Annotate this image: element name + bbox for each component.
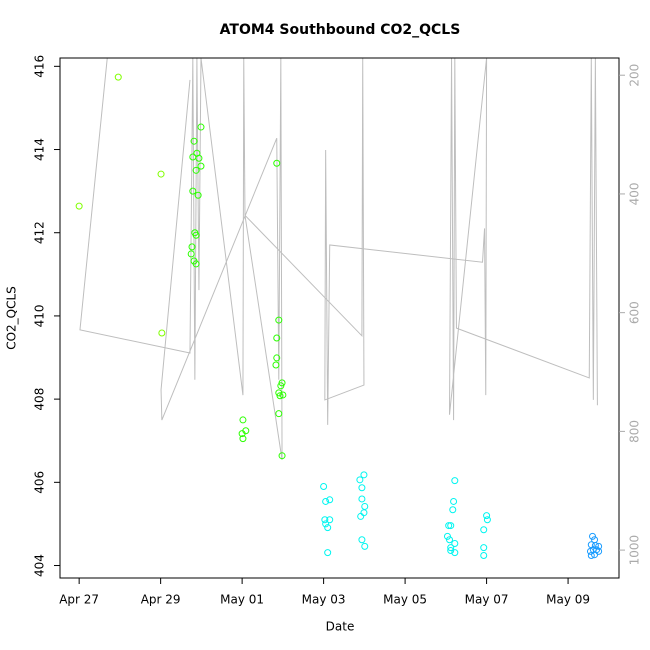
data-point [321,516,329,524]
data-point [322,520,330,528]
y-tick-label: 412 [33,221,47,244]
y-tick-label: 410 [33,304,47,327]
data-point [451,549,459,557]
y-axis-label: CO2_QCLS [5,286,19,350]
y-tick-label: 404 [33,554,47,577]
data-point [591,551,599,559]
data-point [279,391,287,399]
y2-tick-label: 600 [628,301,642,324]
data-point [157,170,165,178]
data-point [480,526,488,534]
data-point [275,410,283,418]
data-point [324,524,332,532]
data-point [447,544,455,552]
y2-tick-label: 1000 [628,535,642,566]
data-point [450,497,458,505]
data-point [322,497,330,505]
data-point [275,316,283,324]
chart-title: ATOM4 Southbound CO2_QCLS [220,22,461,38]
data-point [273,159,281,167]
x-tick-label: Apr 27 [59,593,99,607]
data-point [591,542,599,550]
x-tick-label: May 03 [302,593,346,607]
data-point [326,496,334,504]
data-point [447,547,455,555]
data-point [357,512,365,520]
data-point [447,522,455,530]
x-tick-label: Apr 29 [141,593,181,607]
data-point [324,549,332,557]
data-point [276,392,284,400]
data-point [361,542,369,550]
data-point [587,552,595,560]
data-point [360,509,368,517]
data-point [449,506,457,514]
y-tick-label: 406 [33,471,47,494]
x-tick-label: May 05 [383,593,427,607]
data-point [451,477,459,485]
data-point [189,187,197,195]
y-tick-label: 416 [33,55,47,78]
data-point [197,162,205,170]
y2-tick-label: 200 [628,64,642,87]
data-point [187,250,195,258]
data-point [356,476,364,484]
data-point [358,495,366,503]
x-tick-label: May 09 [546,593,590,607]
data-point [188,243,196,251]
data-point [197,123,205,131]
data-point [361,502,369,510]
data-point [195,154,203,162]
x-tick-label: May 07 [465,593,509,607]
data-point [114,73,122,81]
data-point [360,471,368,479]
data-point [158,329,166,337]
data-point [273,334,281,342]
data-point [75,202,83,210]
data-point [192,166,200,174]
y-tick-label: 414 [33,138,47,161]
data-point [358,536,366,544]
data-point [273,354,281,362]
data-point [192,260,200,268]
data-point [238,430,246,438]
data-point [194,191,202,199]
plot-area [75,58,603,560]
data-point [277,382,285,390]
data-point [278,452,286,460]
data-point [451,539,459,547]
data-point [446,536,454,544]
profile-line [79,58,598,460]
data-point [239,435,247,443]
data-point [480,544,488,552]
x-tick-label: May 01 [220,593,264,607]
data-point [239,416,247,424]
data-point [358,484,366,492]
data-point [192,231,200,239]
data-point [483,512,491,520]
data-point [190,137,198,145]
x-axis-label: Date [326,620,355,634]
data-point [272,361,280,369]
data-point [480,552,488,560]
data-point [483,516,491,524]
plot-frame [59,57,620,579]
data-point [320,482,328,490]
y2-tick-label: 400 [628,182,642,205]
data-point [326,516,334,524]
data-point [445,522,453,530]
y-tick-label: 408 [33,388,47,411]
y2-tick-label: 800 [628,420,642,443]
